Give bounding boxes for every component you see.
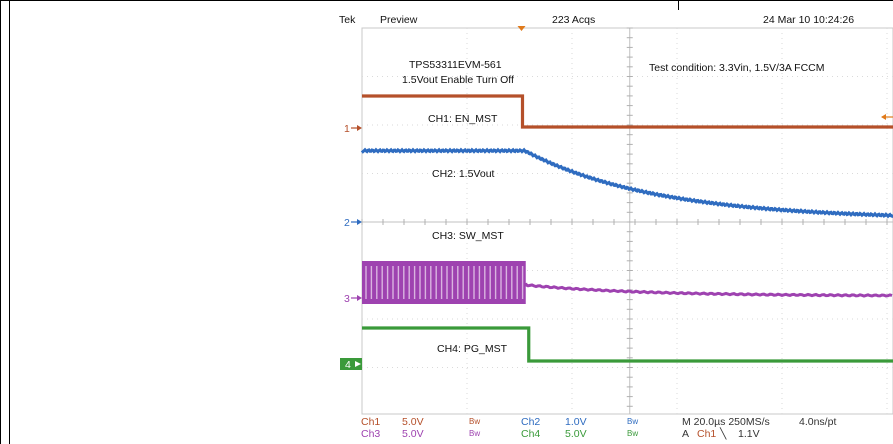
channel-markers: 1 2 3 4 — [340, 114, 893, 371]
footer-trigger-level: 1.1V — [738, 428, 760, 440]
ch1-marker-label: 1 — [344, 123, 350, 135]
plot-title: 1.5Vout Enable Turn Off — [402, 74, 514, 86]
footer-ch2: Ch2 — [521, 416, 541, 428]
traces — [360, 94, 893, 363]
ch3-trace — [524, 282, 893, 298]
footer-ch3-scale: 5.0V — [402, 428, 424, 440]
footer-record-length: 4.0ns/pt — [799, 416, 837, 428]
ch1-marker-arrow — [357, 125, 362, 131]
brand-label: Tek — [339, 14, 356, 26]
footer-trigger-prefix: A — [682, 428, 690, 440]
acqs-label: 223 Acqs — [552, 14, 596, 26]
ch3-switching-band — [362, 261, 526, 304]
footer-timebase: M 20.0µs 250MS/s — [682, 416, 770, 428]
ch3-trace-label: CH3: SW_MST — [432, 230, 504, 242]
footer-ch1-scale: 5.0V — [402, 416, 424, 428]
footer-ch3: Ch3 — [361, 428, 381, 440]
frame-top — [0, 0, 893, 1]
ch4-marker-arrow — [355, 361, 361, 367]
ch2-marker-arrow — [357, 219, 362, 225]
timestamp-label: 24 Mar 10 10:24:26 — [763, 14, 855, 26]
footer-ch4: Ch4 — [521, 428, 541, 440]
footer-ch4-scale: 5.0V — [565, 428, 587, 440]
ch1-trace-label: CH1: EN_MST — [428, 113, 498, 125]
trigger-time-marker — [517, 26, 526, 31]
footer-ch2-scale: 1.0V — [565, 416, 587, 428]
footer-ch2-bw: Bw — [627, 417, 639, 426]
footer-ch3-bw: Bw — [469, 429, 481, 438]
ch4-trace-label: CH4: PG_MST — [437, 343, 508, 355]
footer-trigger-slope: ╲ — [720, 428, 727, 440]
graticule — [361, 26, 893, 415]
footer-ch1-bw: Bw — [469, 417, 481, 426]
footer-trigger-channel: Ch1 — [697, 428, 717, 440]
ch4-marker-label: 4 — [345, 359, 351, 371]
frame-tick — [678, 0, 679, 10]
footer-ch1: Ch1 — [361, 416, 381, 428]
ch4-trace — [362, 326, 893, 363]
board-label: TPS53311EVM-561 — [409, 59, 502, 71]
ch3-marker-label: 3 — [344, 293, 350, 305]
ch3-marker-arrow — [357, 295, 362, 301]
ch2-trace — [360, 147, 893, 219]
test-condition-label: Test condition: 3.3Vin, 1.5V/3A FCCM — [649, 62, 825, 74]
ch2-marker-label: 2 — [344, 217, 350, 229]
footer-ch4-bw: Bw — [627, 429, 639, 438]
mode-label: Preview — [380, 14, 418, 26]
frame-separator — [9, 0, 10, 444]
ch4-marker-box — [340, 358, 362, 370]
frame-left — [0, 0, 1, 444]
trigger-level-marker — [881, 114, 886, 120]
ch1-trace — [362, 94, 893, 129]
ch2-trace-label: CH2: 1.5Vout — [432, 168, 495, 180]
